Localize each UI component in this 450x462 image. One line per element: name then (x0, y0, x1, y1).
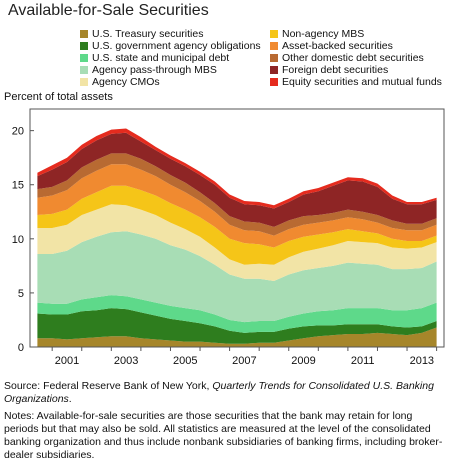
area-series-4 (37, 204, 437, 281)
y-tick-label: 20 (12, 126, 24, 138)
y-tick-label: 0 (18, 342, 24, 354)
legend-item-equity: Equity securities and mutual funds (270, 76, 442, 88)
notes: Notes: Available-for-sale securities are… (4, 410, 443, 461)
legend-item-agency-cmos: Agency CMOs (80, 76, 160, 88)
area-series-7 (37, 153, 437, 236)
legend-label: Non-agency MBS (282, 28, 365, 40)
legend-swatch (270, 54, 278, 62)
source-note: Source: Federal Reserve Bank of New York… (4, 380, 444, 406)
x-tick-label: 2011 (351, 355, 375, 367)
area-series-6 (37, 164, 437, 248)
legend-swatch (270, 66, 278, 74)
area-series-1 (37, 308, 437, 344)
legend-label: Agency CMOs (92, 76, 160, 88)
x-tick-label: 2005 (173, 355, 197, 367)
legend-label: Foreign debt securities (282, 64, 389, 76)
x-tick-label: 2001 (55, 355, 79, 367)
y-tick-label: 5 (18, 288, 24, 300)
area-series-2 (37, 295, 437, 333)
legend-swatch (80, 42, 88, 50)
legend-label: U.S. Treasury securities (92, 28, 204, 40)
legend-swatch (80, 66, 88, 74)
y-tick-label: 10 (12, 234, 24, 246)
source-prefix: Source: Federal Reserve Bank of New York… (4, 380, 213, 392)
source-title: Quarterly Trends for Consolidated U.S. B… (4, 380, 434, 405)
legend-item-foreign-debt: Foreign debt securities (270, 64, 388, 76)
legend-label: Asset-backed securities (282, 40, 393, 52)
area-series-5 (37, 185, 437, 265)
legend-label: U.S. state and municipal debt (92, 52, 230, 64)
legend-swatch (270, 78, 278, 86)
y-tick-label: 15 (12, 180, 24, 192)
legend-label: Agency pass-through MBS (92, 64, 217, 76)
legend-label: Other domestic debt securities (282, 52, 424, 64)
legend-label: U.S. government agency obligations (92, 40, 261, 52)
y-axis-label: Percent of total assets (4, 91, 113, 103)
area-series-0 (37, 327, 437, 347)
legend-item-agency-mbs: Agency pass-through MBS (80, 64, 217, 76)
legend-item-state-municipal: U.S. state and municipal debt (80, 52, 229, 64)
x-tick-label: 2013 (410, 355, 434, 367)
legend-item-non-agency-mbs: Non-agency MBS (270, 28, 364, 40)
legend-item-treasury: U.S. Treasury securities (80, 28, 203, 40)
legend-item-agency-obligations: U.S. government agency obligations (80, 40, 261, 52)
legend-label: Equity securities and mutual funds (282, 76, 442, 88)
legend-item-other-domestic: Other domestic debt securities (270, 52, 424, 64)
source-suffix: . (68, 393, 72, 405)
area-series-8 (37, 132, 437, 227)
plot-frame (29, 108, 445, 348)
chart-plot: 0 5 10 15 20 2001 2003 2005 2007 2009 2011 2013 (12, 108, 445, 367)
x-tick-label: 2009 (291, 355, 315, 367)
legend-swatch (80, 54, 88, 62)
chart-title: Available-for-Sale Securities (8, 2, 209, 19)
legend-item-abs: Asset-backed securities (270, 40, 393, 52)
x-tick-label: 2003 (114, 355, 138, 367)
x-tick-label: 2007 (232, 355, 256, 367)
legend-swatch (270, 30, 278, 38)
legend-swatch (270, 42, 278, 50)
legend-swatch (80, 30, 88, 38)
legend-swatch (80, 78, 88, 86)
